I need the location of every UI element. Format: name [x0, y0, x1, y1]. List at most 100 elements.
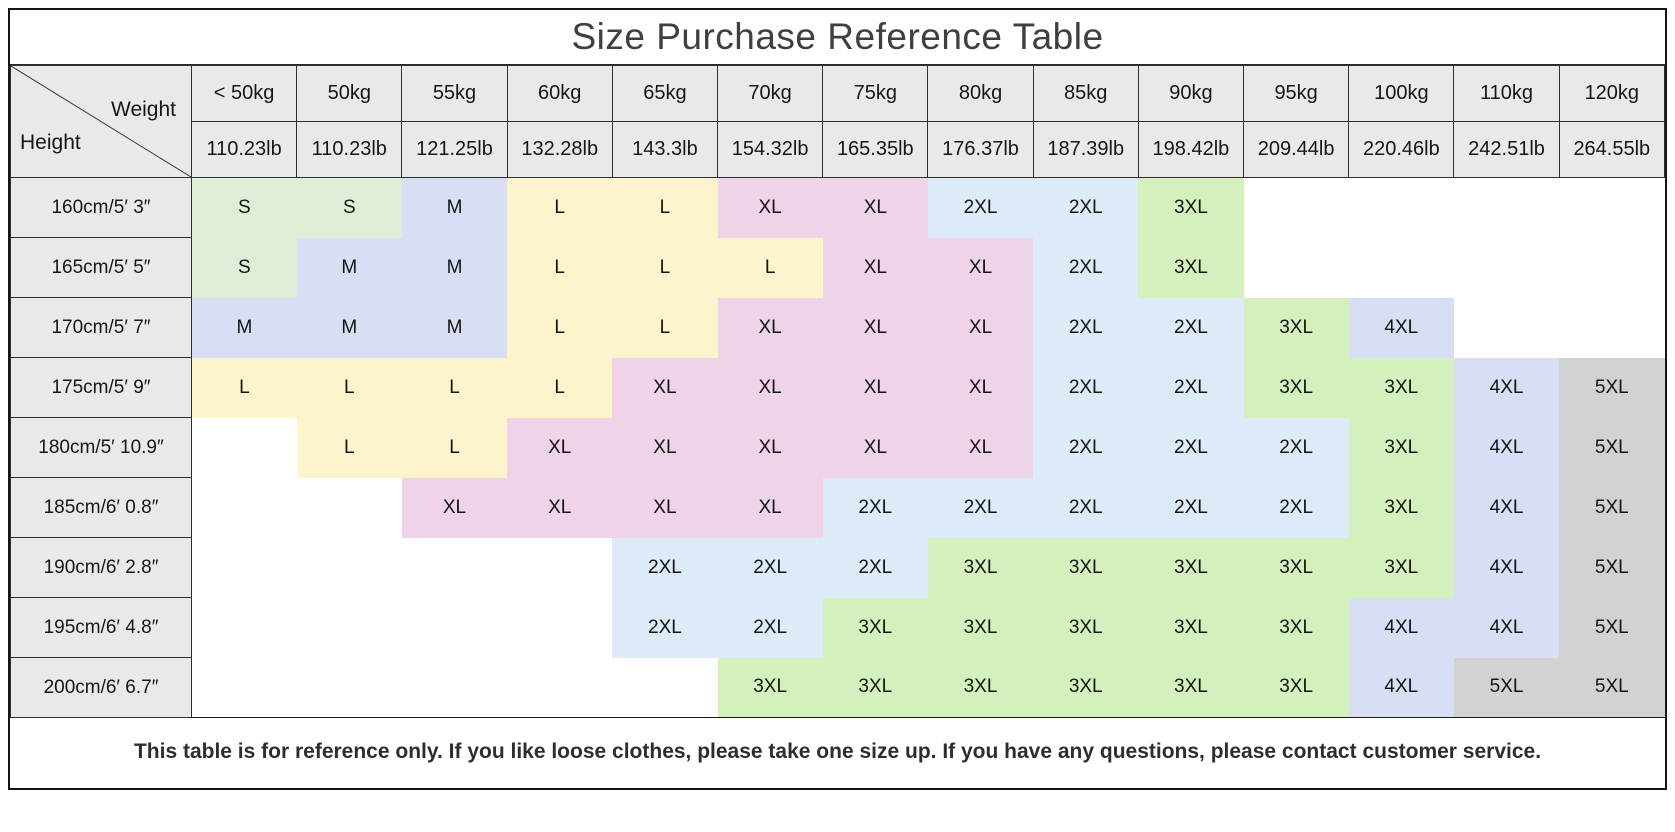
height-row-label: 165cm/5′ 5″: [10, 237, 192, 298]
weight-kg-header: 65kg: [611, 65, 719, 122]
reference-note: This table is for reference only. If you…: [133, 740, 1542, 763]
size-cell: 3XL: [1243, 537, 1349, 598]
size-table: Weight Height < 50kg 50kg 55kg 60kg 65kg 70kg…: [10, 65, 1666, 718]
size-cell-empty: [191, 477, 297, 538]
size-cell: 3XL: [927, 597, 1034, 658]
size-cell: 4XL: [1348, 657, 1454, 718]
size-cell: XL: [717, 177, 823, 238]
size-cell: L: [507, 177, 613, 238]
size-cell: 2XL: [717, 537, 823, 598]
weight-kg-header: 55kg: [401, 65, 508, 122]
size-cell-empty: [191, 657, 297, 718]
size-cell: L: [296, 357, 402, 418]
size-cell: 2XL: [1033, 177, 1139, 238]
weight-lb-header: 198.42lb: [1137, 121, 1245, 178]
height-row-label: 195cm/6′ 4.8″: [10, 597, 192, 658]
size-cell: 5XL: [1559, 357, 1665, 418]
size-cell: XL: [507, 417, 613, 478]
size-cell: 5XL: [1453, 657, 1560, 718]
weight-kg-header: 85kg: [1032, 65, 1139, 122]
table-row: 195cm/6′ 4.8″ 2XL 2XL 3XL 3XL 3XL 3XL 3XL 4XL 4XL…: [10, 597, 1665, 658]
size-cell: 3XL: [717, 657, 823, 718]
weight-lb-header: 165.35lb: [822, 121, 929, 178]
size-cell: XL: [717, 357, 823, 418]
size-reference-sheet: Size Purchase Reference Table Weight Hei…: [8, 8, 1667, 790]
height-row-label: 190cm/6′ 2.8″: [10, 537, 192, 598]
size-cell: 3XL: [1243, 597, 1349, 658]
weight-lb-header: 242.51lb: [1453, 121, 1560, 178]
height-row-label: 160cm/5′ 3″: [10, 177, 192, 238]
size-cell: 3XL: [1033, 537, 1139, 598]
table-row: 170cm/5′ 7″ M M M L L XL XL XL 2XL 2XL 3XL 4XL: [10, 297, 1665, 358]
size-cell: L: [401, 417, 508, 478]
size-cell: 2XL: [1033, 357, 1139, 418]
size-cell: XL: [822, 357, 928, 418]
size-cell: 3XL: [1138, 177, 1244, 238]
size-cell: 2XL: [1138, 297, 1244, 358]
size-cell: L: [612, 237, 718, 298]
height-row-label: 175cm/5′ 9″: [10, 357, 192, 418]
size-cell: L: [612, 177, 718, 238]
size-cell: M: [401, 177, 508, 238]
height-row-label: 185cm/6′ 0.8″: [10, 477, 192, 538]
size-cell: 5XL: [1559, 417, 1665, 478]
size-cell-empty: [1453, 237, 1560, 298]
weight-kg-header-row: Weight Height < 50kg 50kg 55kg 60kg 65kg 70kg…: [10, 65, 1666, 178]
size-cell-empty: [507, 597, 613, 658]
page-title: Size Purchase Reference Table: [10, 10, 1665, 65]
size-cell-empty: [296, 657, 402, 718]
size-cell: L: [612, 297, 718, 358]
size-cell: 2XL: [927, 477, 1034, 538]
size-cell-empty: [1348, 237, 1454, 298]
size-cell: 2XL: [1138, 357, 1244, 418]
weight-lb-header: 209.44lb: [1243, 121, 1350, 178]
size-cell: 2XL: [1033, 417, 1139, 478]
size-cell: XL: [401, 477, 508, 538]
weight-lb-header: 264.55lb: [1558, 121, 1666, 178]
size-cell-empty: [1559, 297, 1665, 358]
size-cell: 3XL: [1138, 537, 1244, 598]
table-row: 190cm/6′ 2.8″ 2XL 2XL 2XL 3XL 3XL 3XL 3XL 3XL 4XL…: [10, 537, 1665, 598]
weight-lb-header: 154.32lb: [717, 121, 824, 178]
size-cell: 3XL: [1033, 657, 1139, 718]
size-cell: L: [296, 417, 402, 478]
size-cell: 2XL: [1243, 477, 1349, 538]
size-cell: XL: [927, 417, 1034, 478]
size-cell-empty: [296, 537, 402, 598]
size-cell-empty: [507, 657, 613, 718]
size-cell-empty: [191, 537, 297, 598]
size-cell: 3XL: [822, 597, 928, 658]
size-cell: XL: [822, 237, 928, 298]
size-cell-empty: [1453, 297, 1560, 358]
size-cell: 2XL: [822, 477, 928, 538]
size-cell-empty: [401, 537, 508, 598]
diagonal-divider-line: [11, 66, 191, 177]
size-cell-empty: [1453, 177, 1560, 238]
size-cell: S: [191, 237, 297, 298]
size-cell: XL: [612, 477, 718, 538]
weight-lb-header: 220.46lb: [1348, 121, 1455, 178]
size-cell-empty: [1348, 177, 1454, 238]
weight-kg-header: 60kg: [506, 65, 613, 122]
weight-kg-header: 120kg: [1558, 65, 1666, 122]
height-row-label: 180cm/5′ 10.9″: [10, 417, 192, 478]
size-cell: 2XL: [612, 597, 718, 658]
size-cell: XL: [927, 237, 1034, 298]
size-cell: M: [401, 297, 508, 358]
size-cell: 4XL: [1453, 537, 1560, 598]
size-cell: XL: [717, 477, 823, 538]
weight-lb-header: 187.39lb: [1032, 121, 1139, 178]
size-cell: XL: [507, 477, 613, 538]
height-axis-label: Height: [20, 131, 81, 154]
size-cell: 3XL: [1348, 477, 1454, 538]
height-row-label: 200cm/6′ 6.7″: [10, 657, 192, 718]
size-cell: L: [507, 237, 613, 298]
size-cell: XL: [717, 297, 823, 358]
size-cell: 4XL: [1348, 297, 1454, 358]
size-cell: 3XL: [927, 537, 1034, 598]
size-cell: 2XL: [612, 537, 718, 598]
size-cell: 4XL: [1453, 357, 1560, 418]
size-cell-empty: [507, 537, 613, 598]
size-cell: L: [401, 357, 508, 418]
size-cell-empty: [191, 597, 297, 658]
